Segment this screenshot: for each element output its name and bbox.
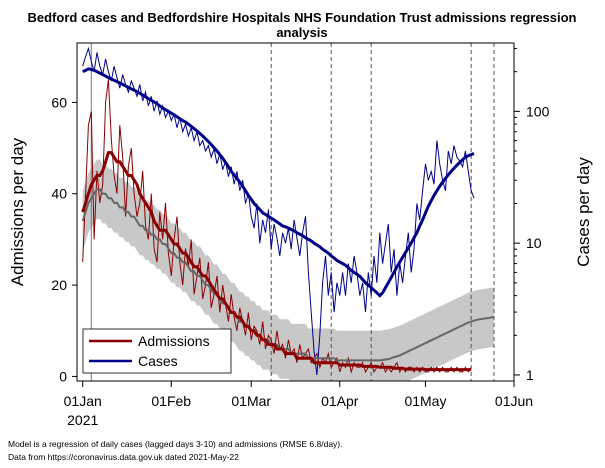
series-layer bbox=[81, 46, 495, 376]
plot-frame bbox=[76, 42, 515, 382]
y-left-tick-label: 60 bbox=[51, 94, 67, 110]
x-tick-label: 01Mar bbox=[231, 393, 271, 409]
legend-admissions-label: Admissions bbox=[138, 333, 210, 349]
axes: 0 20 40 60 1 10 100 01Jan 01Feb 01Mar 01Apr 01May 01… bbox=[51, 47, 550, 428]
legend: Admissions Cases bbox=[82, 328, 232, 374]
chart-title-line-1: Bedford cases and Bedfordshire Hospitals… bbox=[28, 10, 577, 25]
y-right-tick-label: 100 bbox=[526, 103, 550, 119]
legend-box bbox=[82, 328, 232, 374]
legend-cases-label: Cases bbox=[138, 353, 178, 369]
x-tick-label: 01May bbox=[404, 393, 446, 409]
x-tick-label: 01Feb bbox=[151, 393, 191, 409]
chart-title-line-2: analysis bbox=[276, 25, 327, 40]
x-year-label: 2021 bbox=[67, 412, 98, 428]
footnote-model: Model is a regression of daily cases (la… bbox=[8, 439, 343, 449]
x-tick-label: 01Jun bbox=[495, 393, 533, 409]
x-tick-label: 01Jan bbox=[64, 393, 102, 409]
footnote-source: Data from https://coronavirus.data.gov.u… bbox=[8, 452, 239, 462]
y-left-tick-label: 0 bbox=[59, 368, 67, 384]
series-admissions-average bbox=[81, 151, 472, 372]
y-axis-left-title: Admissions per day bbox=[8, 137, 27, 286]
y-left-tick-label: 40 bbox=[51, 186, 67, 202]
y-right-tick-label: 10 bbox=[526, 235, 542, 251]
y-axis-right-title: Cases per day bbox=[574, 157, 593, 267]
series-cases-average bbox=[82, 67, 475, 298]
y-left-tick-label: 20 bbox=[51, 277, 67, 293]
y-right-tick-label: 1 bbox=[526, 367, 534, 383]
series-cases-daily bbox=[82, 46, 475, 376]
vertical-reference-lines bbox=[90, 43, 495, 381]
x-tick-label: 01Apr bbox=[321, 393, 359, 409]
series-fitted-admissions bbox=[81, 188, 495, 362]
